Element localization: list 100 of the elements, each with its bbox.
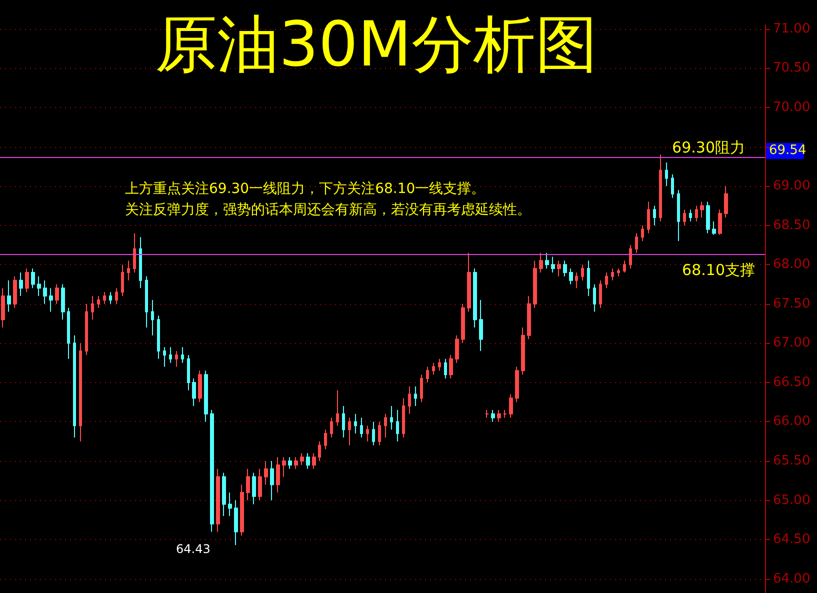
candlestick bbox=[19, 272, 23, 297]
candlestick bbox=[575, 272, 578, 289]
candlestick bbox=[539, 252, 543, 273]
candlestick bbox=[551, 256, 555, 273]
candlestick bbox=[671, 174, 674, 198]
candlestick bbox=[599, 280, 602, 308]
candlestick bbox=[432, 362, 435, 376]
y-tick-label: 70.00 bbox=[773, 100, 810, 115]
candlestick bbox=[1, 288, 5, 328]
candlestick bbox=[175, 350, 178, 368]
candlestick bbox=[366, 425, 369, 442]
candlestick bbox=[509, 394, 513, 418]
candlestick bbox=[109, 292, 112, 304]
annotation: 64.43 bbox=[176, 542, 210, 556]
candlestick bbox=[641, 224, 644, 242]
candlestick bbox=[623, 260, 626, 273]
y-tick-label: 65.50 bbox=[773, 454, 810, 469]
candlestick bbox=[461, 303, 465, 344]
candlestick bbox=[55, 284, 59, 304]
candlestick bbox=[659, 154, 662, 222]
candlestick bbox=[521, 326, 525, 376]
chart-title: 原油30M分析图 bbox=[155, 8, 598, 80]
candlestick bbox=[485, 409, 489, 418]
candlestick bbox=[85, 303, 88, 356]
candlestick bbox=[438, 358, 441, 372]
y-tick-label: 64.00 bbox=[773, 571, 810, 586]
candlestick bbox=[139, 236, 142, 289]
candlestick bbox=[444, 358, 447, 380]
candlestick bbox=[163, 346, 166, 368]
candlestick bbox=[569, 268, 573, 285]
candlestick bbox=[336, 390, 339, 426]
candlestick bbox=[169, 346, 172, 364]
candlestick bbox=[103, 292, 106, 304]
candlestick bbox=[258, 468, 262, 501]
candlestick bbox=[647, 201, 650, 234]
candlestick bbox=[246, 468, 250, 501]
candlestick bbox=[653, 205, 656, 226]
candlestick bbox=[635, 232, 638, 254]
annotation: 关注反弹力度，强势的话本周还会有新高，若没有再考虑延续性。 bbox=[125, 202, 531, 218]
candlestick bbox=[330, 417, 333, 438]
y-tick-label: 66.00 bbox=[773, 414, 810, 430]
y-tick-label: 70.50 bbox=[773, 60, 810, 76]
y-tick-label: 71.00 bbox=[773, 21, 810, 36]
candlestick bbox=[414, 386, 417, 407]
candlestick bbox=[306, 452, 310, 470]
candlestick bbox=[79, 342, 82, 442]
candlestick bbox=[629, 244, 632, 270]
candlestick bbox=[145, 276, 148, 328]
candlestick bbox=[581, 264, 584, 281]
candlestick bbox=[73, 334, 76, 438]
candlestick bbox=[198, 370, 202, 403]
candlestick bbox=[712, 220, 716, 236]
candlestick bbox=[264, 460, 268, 486]
candlestick bbox=[605, 272, 608, 289]
candlestick bbox=[611, 268, 614, 281]
ref-line-label: 69.30阻力 bbox=[672, 138, 745, 156]
candlestick bbox=[378, 421, 381, 446]
candlestick bbox=[288, 456, 292, 470]
annotation: 上方重点关注69.30一线阻力，下方关注68.10一线支撑。 bbox=[125, 181, 486, 197]
y-tick-label: 68.00 bbox=[773, 257, 810, 272]
candlestick bbox=[533, 260, 537, 308]
candlestick bbox=[390, 406, 393, 430]
y-tick-label: 67.50 bbox=[773, 296, 810, 312]
candlestick bbox=[665, 162, 668, 187]
candlestick bbox=[491, 409, 495, 422]
candlestick bbox=[282, 456, 286, 478]
candlestick bbox=[372, 421, 375, 446]
candlestick bbox=[557, 260, 561, 277]
y-tick-label: 69.00 bbox=[773, 178, 810, 194]
candlestick bbox=[240, 484, 244, 536]
candlestick bbox=[527, 296, 531, 340]
candlestick bbox=[312, 452, 316, 470]
candlestick bbox=[324, 429, 327, 450]
candlestick bbox=[563, 260, 567, 277]
candlestick bbox=[37, 276, 41, 297]
candlestick bbox=[683, 209, 686, 226]
candlestick bbox=[13, 276, 17, 308]
y-tick-label: 64.50 bbox=[773, 532, 810, 548]
candlestick bbox=[133, 232, 136, 273]
candlestick bbox=[497, 409, 501, 422]
candlestick bbox=[700, 201, 704, 218]
candlestick bbox=[402, 398, 405, 438]
candlestick bbox=[204, 370, 208, 422]
candlestick bbox=[127, 260, 130, 281]
candlestick bbox=[449, 354, 453, 380]
y-tick-label: 65.00 bbox=[773, 492, 810, 508]
y-tick-label: 68.50 bbox=[773, 218, 810, 233]
candlestick bbox=[420, 374, 423, 403]
candlestick bbox=[97, 296, 100, 308]
candlestick bbox=[455, 334, 459, 364]
candlestick bbox=[252, 472, 256, 505]
candlestick bbox=[115, 288, 118, 304]
candlestick bbox=[192, 378, 196, 407]
candlestick bbox=[718, 209, 722, 236]
candlestick bbox=[300, 452, 304, 466]
candlestick bbox=[473, 268, 477, 328]
candlestick bbox=[61, 284, 65, 320]
candlestick bbox=[617, 268, 620, 277]
candlestick bbox=[384, 413, 387, 438]
candlestick bbox=[31, 268, 35, 289]
